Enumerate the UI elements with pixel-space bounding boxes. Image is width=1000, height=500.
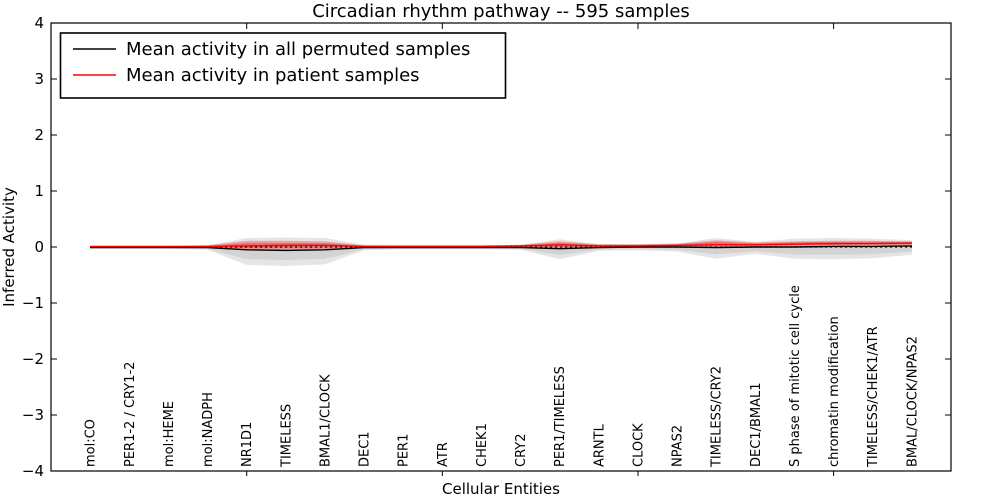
y-tick-label: −4 [22,462,44,480]
y-tick-label: −1 [22,294,44,312]
legend: Mean activity in all permuted samples Me… [59,32,507,99]
x-category-label: TIMELESS/CHEK1/ATR [866,326,881,468]
y-tick-label: −2 [22,350,44,368]
x-category-label: PER1/TIMELESS [553,366,568,467]
x-category-label: CHEK1 [475,423,490,467]
x-category-label: NR1D1 [240,422,255,467]
axes-text: Circadian rhythm pathway -- 595 samples … [0,1,690,498]
x-category-label: chromatin modification [827,316,842,467]
x-category-label: TIMELESS/CRY2 [710,366,725,468]
chart-title: Circadian rhythm pathway -- 595 samples [312,1,690,22]
plot-border [50,22,952,472]
x-category-label: CLOCK [632,423,647,467]
y-tick-label: 2 [34,126,44,144]
y-tick-label: −3 [22,406,44,424]
x-category-label: ATR [436,442,451,467]
x-category-label: S phase of mitotic cell cycle [788,285,803,467]
y-tick-label: 0 [34,238,44,256]
x-category-label: BMAL1/CLOCK [318,374,333,467]
x-category-label: BMAL/CLOCK/NPAS2 [905,336,920,467]
band-patient-inner [90,241,912,248]
x-category-label: DEC1/BMAL1 [749,383,764,468]
x-category-label: PER1 [397,434,412,467]
y-tick-label: 1 [34,182,44,200]
x-category-label: CRY2 [514,434,529,468]
x-category-label: DEC1 [358,431,373,467]
x-category-label: NPAS2 [671,425,686,467]
x-category-label: mol:NADPH [201,392,216,467]
x-axis-label: Cellular Entities [442,480,560,498]
y-tick-label: 3 [34,70,44,88]
line-permuted-mean [90,245,912,252]
x-category-label: mol:CO [84,419,99,467]
legend-label-patient: Mean activity in patient samples [126,65,420,86]
y-axis-label: Inferred Activity [0,187,18,307]
x-category-label: mol:HEME [162,401,177,467]
x-category-label: ARNTL [592,423,607,467]
plot-layers: 4 3 2 1 0 −1 −2 −3 −4 mol:CO PER1-2 / CRY1-2 mol:HE… [22,14,952,480]
y-tick-label: 4 [34,14,44,32]
line-patient-mean [90,242,912,248]
x-category-label: PER1-2 / CRY1-2 [123,362,138,467]
x-category-label: TIMELESS [279,404,294,468]
legend-box [59,32,507,99]
legend-label-permuted: Mean activity in all permuted samples [126,39,470,60]
